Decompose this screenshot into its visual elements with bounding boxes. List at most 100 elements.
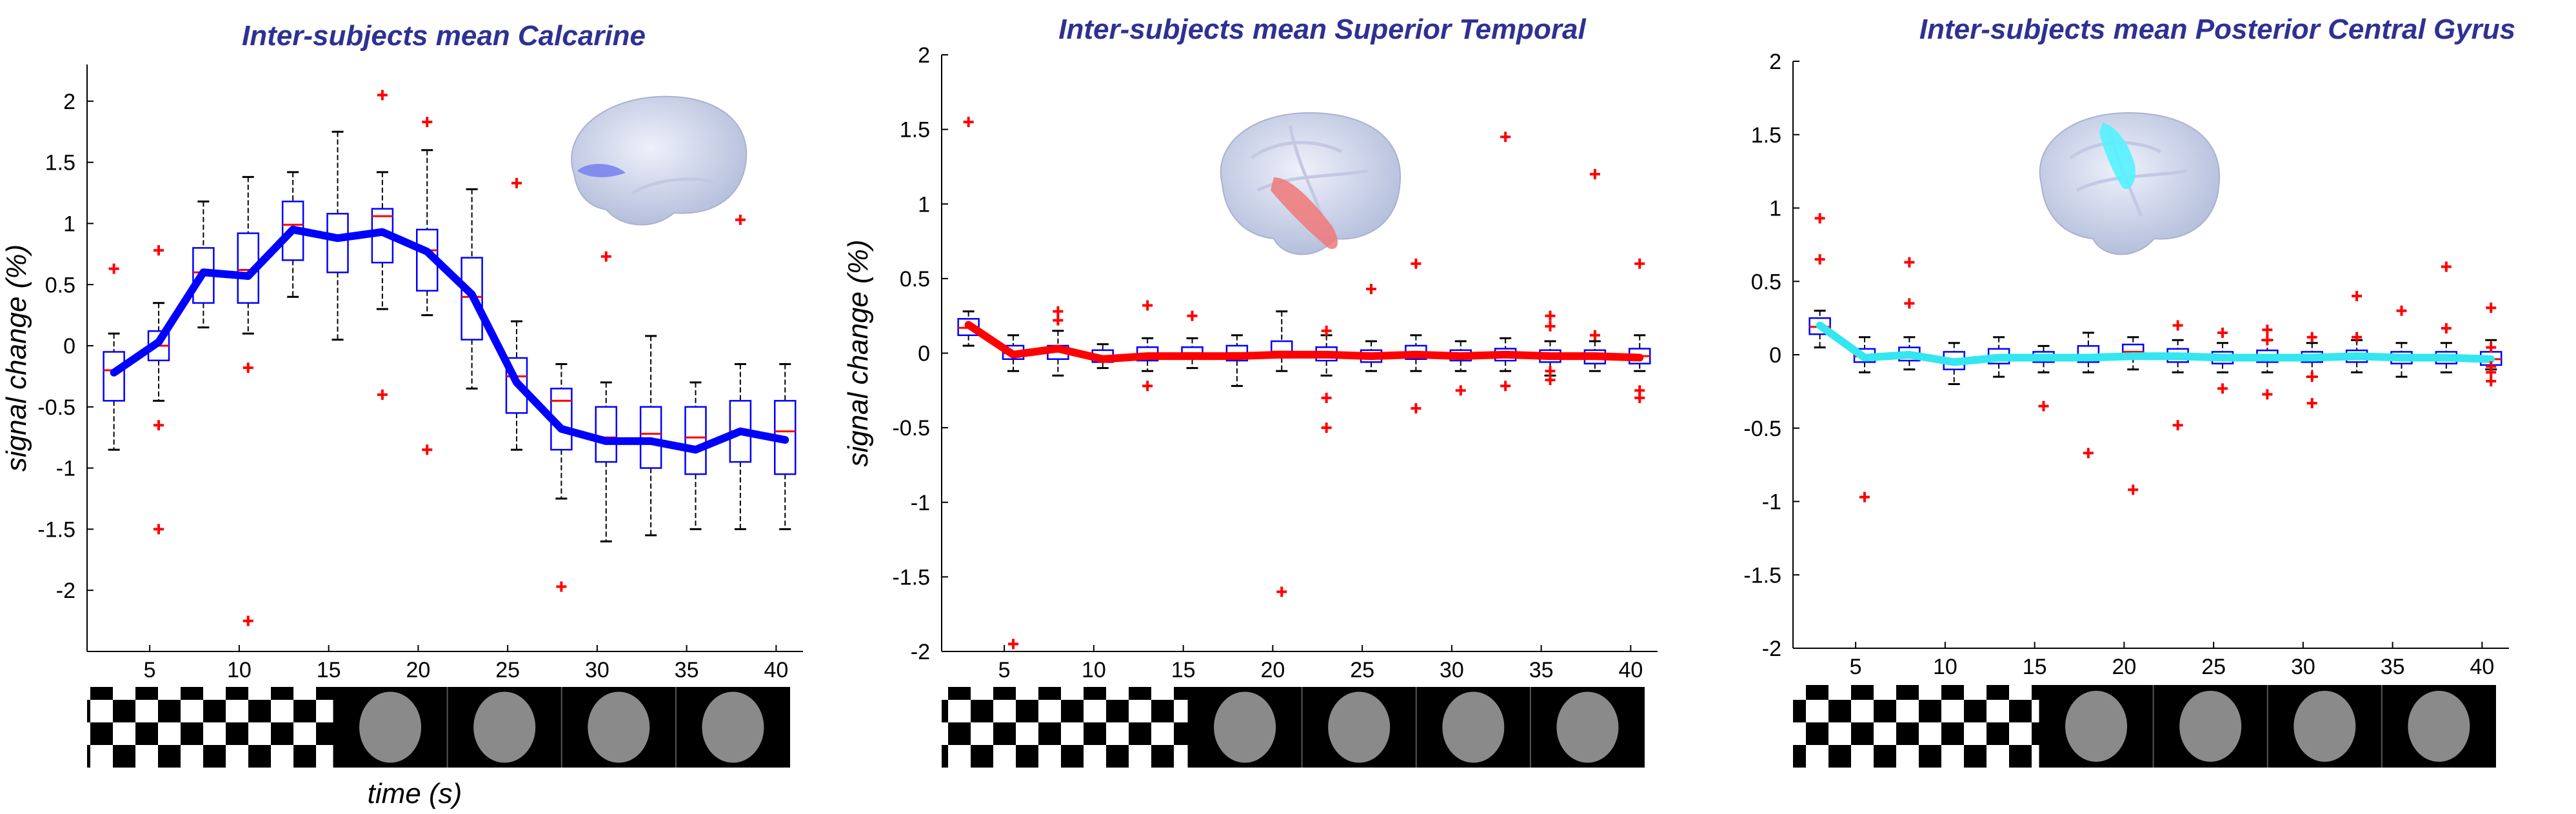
boxplot-box bbox=[684, 381, 707, 530]
outlier-marker bbox=[1276, 586, 1287, 597]
outlier-marker bbox=[1411, 403, 1422, 414]
gray-disc bbox=[702, 691, 764, 763]
checkerboard-block bbox=[87, 687, 333, 768]
boxplot-box bbox=[103, 332, 125, 451]
outlier-marker bbox=[600, 251, 611, 262]
outlier-marker bbox=[2306, 332, 2317, 342]
x-tick-label: 5 bbox=[998, 658, 1011, 682]
boxplot-box bbox=[1225, 334, 1249, 387]
outlier-marker bbox=[1545, 375, 1556, 386]
brain-roi-image bbox=[2039, 112, 2221, 255]
outlier-marker bbox=[2217, 327, 2228, 338]
y-tick-label: 1.5 bbox=[900, 118, 930, 143]
outlier-marker bbox=[963, 117, 974, 128]
outlier-marker bbox=[1814, 254, 1825, 265]
gray-disc bbox=[2179, 691, 2242, 762]
checkerboard-block bbox=[1793, 685, 2039, 768]
brain-roi-image bbox=[571, 95, 748, 226]
outlier-marker bbox=[1008, 639, 1018, 650]
outlier-marker bbox=[2486, 342, 2497, 353]
gray-disc bbox=[2065, 691, 2128, 762]
x-tick-label: 5 bbox=[1850, 655, 1862, 679]
y-axis-label: signal change (%) bbox=[842, 239, 874, 466]
outlier-marker bbox=[2262, 324, 2273, 335]
outlier-marker bbox=[1142, 381, 1153, 392]
x-tick-label: 10 bbox=[1933, 655, 1957, 679]
x-tick-label: 5 bbox=[144, 658, 156, 682]
box-iqr bbox=[684, 406, 707, 475]
x-tick-label: 25 bbox=[2201, 655, 2226, 679]
y-tick-label: -2 bbox=[1762, 637, 1781, 661]
boxplot-box bbox=[1271, 310, 1293, 372]
y-tick-label: -1.5 bbox=[37, 517, 75, 542]
outlier-marker bbox=[154, 420, 164, 431]
outlier-marker bbox=[2486, 367, 2497, 378]
outlier-marker bbox=[1589, 330, 1600, 341]
x-tick-label: 25 bbox=[1350, 658, 1374, 682]
outlier-marker bbox=[735, 214, 746, 225]
boxplot-box bbox=[729, 362, 752, 530]
gray-disc bbox=[2408, 691, 2470, 762]
boxplot-box bbox=[774, 362, 797, 530]
chart-panel-3: Inter-subjects mean Posterior Central Gy… bbox=[1743, 14, 2515, 768]
outlier-marker bbox=[1904, 257, 1915, 268]
y-tick-label: -1 bbox=[56, 457, 75, 481]
boxplot-box bbox=[639, 335, 662, 537]
y-tick-label: 0 bbox=[918, 342, 930, 366]
outlier-marker bbox=[1053, 315, 1064, 326]
outlier-marker bbox=[1814, 213, 1825, 224]
y-tick-label: -1 bbox=[911, 491, 930, 515]
gray-disc bbox=[1556, 691, 1619, 763]
brain-surface bbox=[571, 95, 748, 226]
x-tick-label: 15 bbox=[1171, 658, 1196, 682]
outlier-marker bbox=[243, 362, 253, 373]
y-tick-label: 0.5 bbox=[900, 267, 930, 292]
outlier-marker bbox=[1321, 325, 1332, 336]
stimulus-strip bbox=[1793, 685, 2496, 768]
gray-disc bbox=[588, 691, 650, 763]
y-tick-label: 0.5 bbox=[45, 273, 75, 297]
y-axis-label: signal change (%) bbox=[1, 244, 32, 472]
x-tick-label: 40 bbox=[1618, 658, 1643, 682]
y-tick-label: -1.5 bbox=[892, 565, 930, 590]
y-tick-label: 2 bbox=[1769, 50, 1781, 74]
boxplot-box bbox=[416, 149, 439, 317]
x-tick-label: 40 bbox=[764, 658, 788, 682]
chart-title: Inter-subjects mean Calcarine bbox=[242, 20, 646, 52]
x-tick-label: 20 bbox=[2112, 655, 2136, 679]
outlier-marker bbox=[2128, 484, 2139, 495]
brain-roi-image bbox=[1220, 112, 1402, 255]
y-tick-label: 0 bbox=[1769, 343, 1781, 368]
box-iqr bbox=[505, 357, 528, 414]
outlier-marker bbox=[2262, 389, 2273, 400]
boxplot-box bbox=[237, 175, 259, 335]
boxplot-box bbox=[461, 188, 483, 390]
y-tick-label: 1.5 bbox=[1751, 123, 1781, 148]
stimulus-strip bbox=[942, 687, 1645, 768]
y-tick-label: -0.5 bbox=[1743, 417, 1781, 441]
outlier-marker bbox=[1545, 310, 1556, 321]
outlier-marker bbox=[2217, 383, 2228, 394]
outlier-marker bbox=[377, 90, 388, 101]
y-tick-label: 2 bbox=[918, 43, 930, 68]
brain-sulcus bbox=[1250, 125, 1368, 217]
x-tick-label: 20 bbox=[406, 658, 430, 682]
box-iqr bbox=[326, 213, 349, 273]
outlier-marker bbox=[1545, 366, 1556, 377]
outlier-marker bbox=[2262, 335, 2273, 346]
outlier-marker bbox=[1634, 392, 1645, 403]
outlier-marker bbox=[1455, 385, 1466, 396]
outlier-marker bbox=[2038, 401, 2049, 412]
gray-disc bbox=[2294, 691, 2356, 762]
chart-panel-2: Inter-subjects mean Superior Temporal -2 -… bbox=[842, 14, 1658, 768]
x-tick-label: 15 bbox=[2023, 655, 2047, 679]
x-tick-label: 35 bbox=[675, 658, 699, 682]
boxplot-box bbox=[147, 302, 170, 402]
boxplot-box bbox=[595, 381, 617, 542]
y-tick-label: 0.5 bbox=[1751, 270, 1781, 294]
outlier-marker bbox=[2486, 375, 2497, 386]
outlier-marker bbox=[2172, 420, 2183, 431]
outlier-marker bbox=[243, 615, 253, 626]
outlier-marker bbox=[511, 177, 522, 188]
